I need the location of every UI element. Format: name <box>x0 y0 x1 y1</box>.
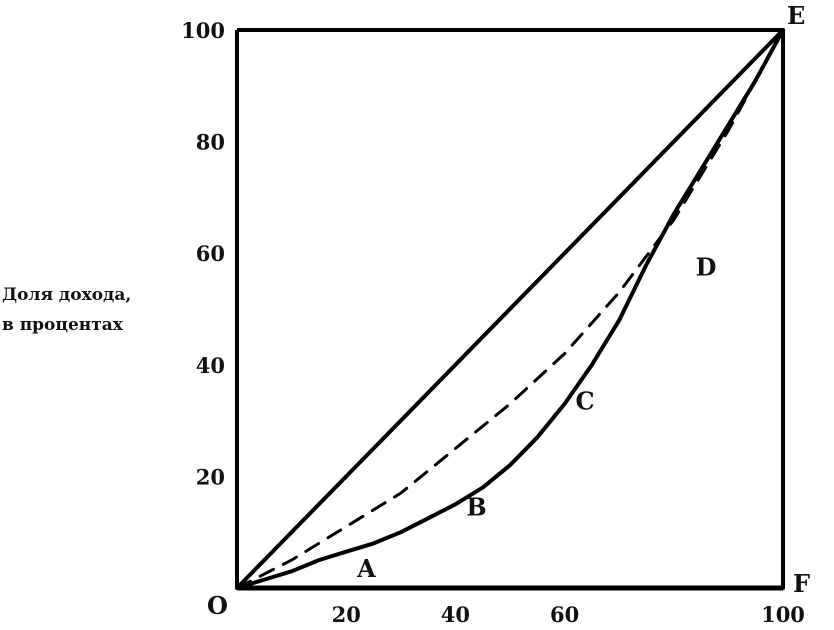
origin-label: O <box>207 591 228 620</box>
y-tick-label: 80 <box>196 130 225 155</box>
point-label-c: C <box>576 386 595 415</box>
y-axis-label: в процентах <box>2 315 124 335</box>
point-label-b: B <box>466 492 486 521</box>
y-tick-label: 100 <box>181 18 225 43</box>
point-label-a: A <box>356 554 376 583</box>
x-tick-label: 60 <box>550 602 579 627</box>
x-tick-label: 20 <box>332 602 361 627</box>
point-label-d: D <box>696 253 717 282</box>
corner-label-f: F <box>793 569 810 598</box>
series-line-1 <box>235 28 785 590</box>
y-tick-label: 60 <box>196 241 225 266</box>
corner-label-e: E <box>787 1 805 30</box>
x-tick-label: 40 <box>441 602 470 627</box>
series-line-0 <box>235 28 785 590</box>
y-axis-label: Доля дохода, <box>2 285 131 305</box>
y-tick-label: 20 <box>196 464 225 489</box>
series-line-2 <box>235 28 785 590</box>
y-tick-label: 40 <box>196 353 225 378</box>
x-tick-label: 100 <box>761 602 805 627</box>
